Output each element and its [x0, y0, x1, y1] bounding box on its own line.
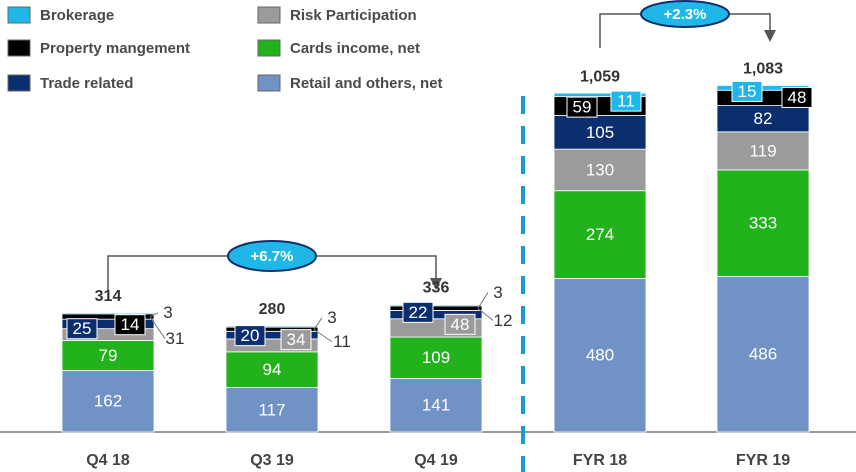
leader-line — [313, 329, 333, 343]
leader-line — [477, 307, 494, 321]
bar-segment — [553, 190, 647, 279]
x-tick-label: FYR 19 — [736, 452, 790, 469]
data-label: 486 — [749, 345, 777, 364]
total-label: 1,083 — [743, 61, 783, 78]
bar-segment — [716, 169, 810, 277]
x-tick-label: Q4 18 — [86, 452, 130, 469]
data-label: 48 — [788, 88, 807, 107]
bar-segment — [553, 148, 647, 192]
data-label: 130 — [586, 160, 614, 179]
data-label: 117 — [258, 400, 285, 419]
label-box — [402, 301, 434, 323]
label-box — [444, 313, 476, 335]
data-label: 12 — [494, 311, 513, 330]
bar-segment — [61, 312, 155, 315]
legend-swatch — [7, 74, 31, 92]
legend-swatch — [257, 39, 281, 57]
data-label: 141 — [422, 396, 450, 415]
total-label: 336 — [423, 280, 450, 297]
legend-label: Brokerage — [40, 7, 114, 24]
annotation: +2.3% — [664, 6, 707, 23]
leader-line — [477, 292, 489, 309]
bar-segment — [716, 131, 810, 171]
data-label: 3 — [493, 283, 502, 302]
bar-segment — [389, 304, 483, 307]
annotation-badge — [227, 240, 317, 272]
arrow-head — [430, 278, 442, 290]
bar-segment — [225, 325, 319, 328]
legend-swatch — [7, 39, 31, 57]
legend-swatch — [257, 74, 281, 92]
leader-line — [149, 312, 159, 318]
data-label: 480 — [586, 346, 614, 365]
label-box — [280, 329, 312, 351]
data-label: 22 — [409, 303, 428, 322]
bar-segment — [61, 370, 155, 433]
x-tick-label: Q4 19 — [414, 452, 458, 469]
x-tick-label: FYR 18 — [573, 452, 627, 469]
data-label: 25 — [73, 319, 92, 338]
total-label: 280 — [259, 301, 286, 318]
data-label: 59 — [573, 98, 592, 117]
label-box — [234, 325, 266, 347]
data-label: 14 — [121, 315, 140, 334]
data-label: 333 — [749, 214, 777, 233]
data-label: 274 — [586, 225, 614, 244]
total-label: 1,059 — [580, 68, 620, 85]
data-label: 82 — [754, 109, 773, 128]
label-box — [731, 80, 763, 102]
legend-label: Retail and others, net — [290, 75, 443, 92]
bar-segment — [61, 340, 155, 371]
legend-label: Cards income, net — [290, 40, 420, 57]
data-label: 15 — [738, 82, 757, 101]
bar-segment — [553, 92, 647, 98]
label-box — [781, 86, 813, 108]
leader-line — [149, 316, 166, 339]
legend-swatch — [257, 6, 281, 24]
data-label: 34 — [287, 330, 306, 349]
total-label: 314 — [95, 288, 122, 305]
label-box — [66, 318, 98, 340]
label-box — [114, 314, 146, 336]
data-label: 94 — [263, 360, 282, 379]
bar-segment — [553, 115, 647, 150]
data-label: 31 — [166, 329, 185, 348]
label-box — [610, 90, 642, 112]
bar-segment — [225, 351, 319, 388]
data-label: 162 — [94, 392, 122, 411]
legend-swatch — [7, 6, 31, 24]
bar-segment — [716, 276, 810, 433]
data-label: 109 — [422, 348, 450, 367]
legend-label: Property mangement — [40, 40, 190, 57]
data-label: 3 — [327, 308, 336, 327]
leader-line — [313, 317, 323, 330]
data-label: 20 — [241, 326, 260, 345]
label-box — [566, 96, 598, 118]
legend-label: Risk Participation — [290, 7, 417, 24]
annotation-badge — [640, 0, 730, 28]
data-label: 79 — [99, 346, 118, 365]
arrow-head — [764, 30, 776, 42]
bar-segment — [389, 378, 483, 433]
data-label: 48 — [451, 315, 470, 334]
data-label: 119 — [749, 141, 776, 160]
bar-segment — [225, 387, 319, 433]
data-label: 105 — [586, 123, 614, 142]
annotation: +6.7% — [251, 248, 294, 265]
data-label: 3 — [163, 303, 172, 322]
legend-label: Trade related — [40, 75, 133, 92]
x-tick-label: Q3 19 — [250, 452, 294, 469]
bar-segment — [716, 105, 810, 133]
bar-segment — [553, 277, 647, 433]
data-label: 11 — [617, 92, 635, 111]
data-label: 11 — [333, 332, 351, 351]
bar-segment — [389, 336, 483, 379]
